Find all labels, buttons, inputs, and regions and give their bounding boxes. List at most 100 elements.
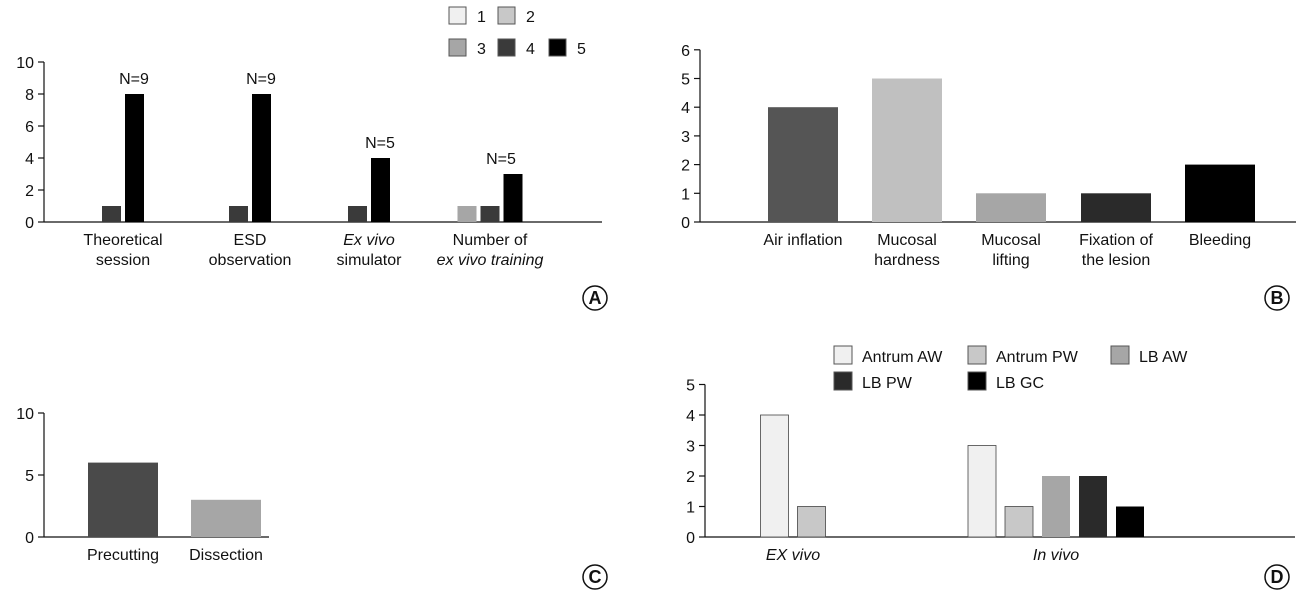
- bar: [252, 94, 271, 222]
- n-annotation: N=9: [246, 71, 276, 88]
- chart-panel-a: 0 2 4 6 8 10 N=9 N=9 N=5 N=5 Theoretical session ESD…: [16, 6, 608, 311]
- n-annotation: N=5: [486, 151, 516, 168]
- bar: [797, 506, 826, 538]
- category-label: Precutting: [87, 547, 159, 564]
- bar: [371, 158, 390, 222]
- legend-label: 1: [477, 9, 486, 26]
- bar: [1116, 506, 1144, 537]
- category-label: Fixation of: [1079, 232, 1153, 249]
- category-label: Theoretical: [83, 232, 162, 249]
- category-label: hardness: [874, 252, 940, 269]
- category-label: Number of: [453, 232, 528, 249]
- y-tick-label: 2: [686, 469, 695, 486]
- legend-label: 4: [526, 41, 535, 58]
- y-tick-label: 6: [681, 43, 690, 60]
- bar: [872, 78, 942, 222]
- legend-label: 5: [577, 41, 586, 58]
- legend-label: Antrum AW: [862, 349, 943, 366]
- panel-letter-circle: [582, 564, 608, 590]
- legend-swatch: [448, 6, 467, 25]
- y-tick-label: 3: [686, 439, 695, 456]
- legend-label: LB PW: [862, 375, 913, 392]
- bar: [102, 206, 121, 222]
- bar: [1081, 193, 1151, 222]
- y-tick-label: 4: [25, 151, 34, 168]
- legend-label: LB AW: [1139, 349, 1188, 366]
- bar: [348, 206, 367, 222]
- legend-label: 3: [477, 41, 486, 58]
- bar: [503, 174, 523, 222]
- bar: [480, 206, 500, 222]
- category-label: the lesion: [1082, 252, 1151, 269]
- y-tick-label: 4: [681, 100, 690, 117]
- category-label: EX vivo: [766, 547, 820, 564]
- chart-panel-b: 0 1 2 3 4 5 6 Air inflation Mucosal hardness Mucos…: [681, 43, 1296, 311]
- n-annotation: N=9: [119, 71, 149, 88]
- y-tick-label: 1: [681, 186, 690, 203]
- category-label: Mucosal: [981, 232, 1041, 249]
- panel-letter: D: [1271, 567, 1284, 587]
- legend-swatch: [1110, 345, 1130, 365]
- y-tick-label: 5: [686, 378, 695, 395]
- bar: [768, 107, 838, 222]
- bar: [229, 206, 248, 222]
- category-label: lifting: [992, 252, 1029, 269]
- panel-letter-circle: [1264, 564, 1290, 590]
- panel-letter: B: [1271, 288, 1284, 308]
- y-tick-label: 6: [25, 119, 34, 136]
- category-label: session: [96, 252, 150, 269]
- bar: [1004, 506, 1034, 538]
- legend-swatch: [833, 371, 853, 391]
- category-label: simulator: [337, 252, 403, 269]
- legend-label: Antrum PW: [996, 349, 1079, 366]
- category-label: ex vivo training: [437, 252, 544, 269]
- category-label: Dissection: [189, 547, 263, 564]
- category-label: Bleeding: [1189, 232, 1251, 249]
- legend-swatch: [448, 38, 467, 57]
- y-tick-label: 2: [25, 183, 34, 200]
- y-tick-label: 0: [25, 530, 34, 547]
- category-label: observation: [209, 252, 292, 269]
- bar: [1042, 476, 1070, 537]
- y-tick-label: 0: [25, 215, 34, 232]
- y-tick-label: 0: [681, 215, 690, 232]
- legend-swatch: [548, 38, 567, 57]
- bar: [760, 414, 789, 538]
- y-tick-label: 0: [686, 530, 695, 547]
- legend-swatch: [967, 345, 987, 365]
- y-tick-label: 5: [681, 72, 690, 89]
- bar: [88, 462, 158, 537]
- panel-letter-circle: [582, 285, 608, 311]
- panel-letter: C: [589, 567, 602, 587]
- panel-letter-circle: [1264, 285, 1290, 311]
- n-annotation: N=5: [365, 135, 395, 152]
- y-tick-label: 10: [16, 406, 34, 423]
- y-tick-label: 3: [681, 129, 690, 146]
- category-label: ESD: [234, 232, 267, 249]
- bar: [967, 445, 997, 538]
- y-tick-label: 8: [25, 87, 34, 104]
- chart-panel-d: 0 1 2 3 4 5 EX vivo In vivo D Antrum AW Antrum PW L…: [686, 345, 1295, 590]
- category-label: Mucosal: [877, 232, 937, 249]
- y-tick-label: 1: [686, 500, 695, 517]
- legend-swatch: [497, 6, 516, 25]
- bar: [976, 193, 1046, 222]
- category-label: Air inflation: [763, 232, 842, 249]
- panel-letter: A: [589, 288, 602, 308]
- category-label: Ex vivo: [343, 232, 395, 249]
- legend-label: LB GC: [996, 375, 1044, 392]
- legend-swatch: [833, 345, 853, 365]
- bar: [457, 206, 477, 222]
- bar: [1185, 164, 1255, 222]
- legend-swatch: [497, 38, 516, 57]
- legend-label: 2: [526, 9, 535, 26]
- bar: [191, 499, 261, 537]
- y-tick-label: 4: [686, 408, 695, 425]
- y-tick-label: 5: [25, 468, 34, 485]
- chart-panel-c: 0 5 10 Precutting Dissection C: [16, 406, 608, 590]
- bar: [1079, 476, 1107, 537]
- legend-swatch: [967, 371, 987, 391]
- bar: [125, 94, 144, 222]
- category-label: In vivo: [1033, 547, 1079, 564]
